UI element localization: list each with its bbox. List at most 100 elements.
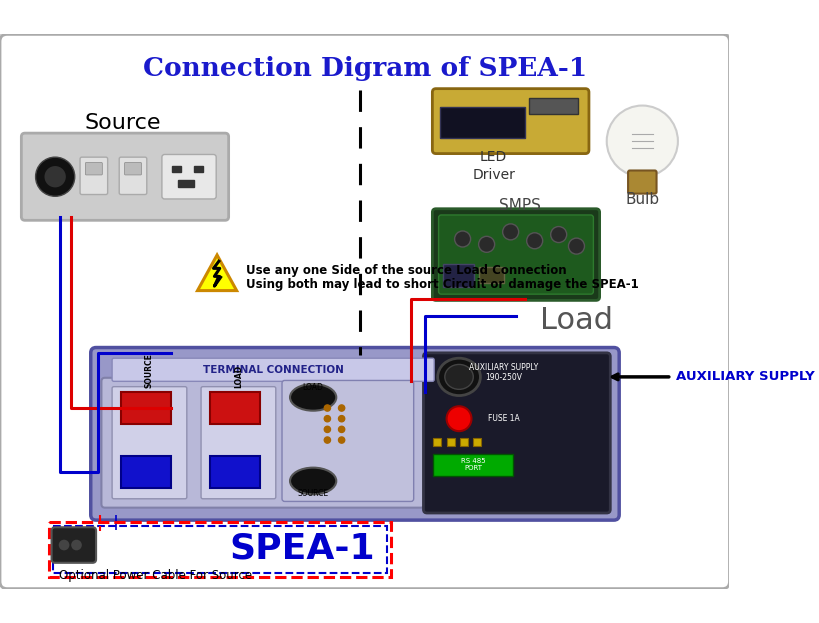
Text: Bulb: Bulb [625, 193, 658, 207]
Bar [498, 408, 515, 426]
Bar [53, 408, 71, 426]
Bar [515, 52, 533, 70]
Bar [498, 302, 515, 319]
Bar [249, 194, 266, 212]
Bar [213, 230, 231, 248]
Bar [213, 123, 231, 141]
Bar [622, 34, 640, 52]
Bar [266, 230, 284, 248]
Bar [302, 283, 320, 302]
Bar [249, 354, 266, 373]
Bar [284, 533, 302, 550]
Bar [515, 515, 533, 533]
Bar [462, 568, 480, 586]
Bar [391, 88, 409, 105]
FancyBboxPatch shape [80, 157, 107, 194]
Bar [409, 479, 427, 497]
Bar [391, 337, 409, 354]
Bar [446, 438, 454, 446]
Bar [604, 462, 622, 479]
Bar [337, 141, 355, 159]
Bar [480, 479, 498, 497]
Bar [586, 462, 604, 479]
Bar [320, 105, 337, 123]
Bar [284, 105, 302, 123]
Bar [0, 302, 18, 319]
Bar [373, 337, 391, 354]
Bar [676, 568, 693, 586]
Bar [71, 319, 88, 337]
Bar [337, 390, 355, 408]
Bar [160, 70, 178, 88]
Bar [711, 88, 729, 105]
Bar [231, 479, 249, 497]
Bar [302, 354, 320, 373]
Bar [355, 390, 373, 408]
Bar [196, 265, 213, 283]
Bar [143, 479, 160, 497]
Bar [409, 354, 427, 373]
Bar [320, 408, 337, 426]
Bar [18, 88, 35, 105]
Bar [18, 283, 35, 302]
Bar [88, 105, 106, 123]
Bar [231, 177, 249, 194]
Bar [53, 354, 71, 373]
Bar [640, 586, 658, 604]
Bar [106, 194, 124, 212]
Bar [533, 444, 551, 462]
Bar [498, 533, 515, 550]
Bar [213, 533, 231, 550]
Bar [533, 141, 551, 159]
Bar [729, 586, 746, 604]
Bar [711, 248, 729, 265]
Bar [498, 265, 515, 283]
Bar [427, 337, 444, 354]
Bar [178, 212, 196, 230]
Bar [373, 141, 391, 159]
Bar [337, 105, 355, 123]
Bar [302, 265, 320, 283]
Bar [391, 70, 409, 88]
Bar [498, 373, 515, 390]
Bar [71, 586, 88, 604]
Bar [604, 550, 622, 568]
Bar [53, 34, 71, 52]
Bar [729, 283, 746, 302]
Bar [533, 426, 551, 444]
Bar [178, 319, 196, 337]
Bar [18, 462, 35, 479]
Text: AUXILIARY SUPPLY: AUXILIARY SUPPLY [468, 363, 537, 371]
Bar [302, 462, 320, 479]
Bar [231, 408, 249, 426]
Bar [551, 230, 568, 248]
Bar [427, 141, 444, 159]
Bar [373, 123, 391, 141]
Bar [515, 123, 533, 141]
Bar [266, 194, 284, 212]
Bar [249, 283, 266, 302]
Bar [355, 373, 373, 390]
Bar [213, 70, 231, 88]
Bar [551, 141, 568, 159]
Bar [586, 373, 604, 390]
Bar [568, 354, 586, 373]
Bar [658, 426, 676, 444]
Bar [160, 52, 178, 70]
Bar [515, 283, 533, 302]
Bar [729, 230, 746, 248]
Circle shape [324, 405, 330, 411]
Bar [640, 319, 658, 337]
Bar [640, 230, 658, 248]
Bar [231, 462, 249, 479]
FancyBboxPatch shape [52, 527, 96, 563]
Bar [88, 88, 106, 105]
Bar [480, 88, 498, 105]
Bar [498, 159, 515, 177]
Bar [231, 319, 249, 337]
Circle shape [446, 406, 471, 431]
Bar [355, 230, 373, 248]
Bar [18, 248, 35, 265]
Bar [586, 123, 604, 141]
Bar [266, 390, 284, 408]
